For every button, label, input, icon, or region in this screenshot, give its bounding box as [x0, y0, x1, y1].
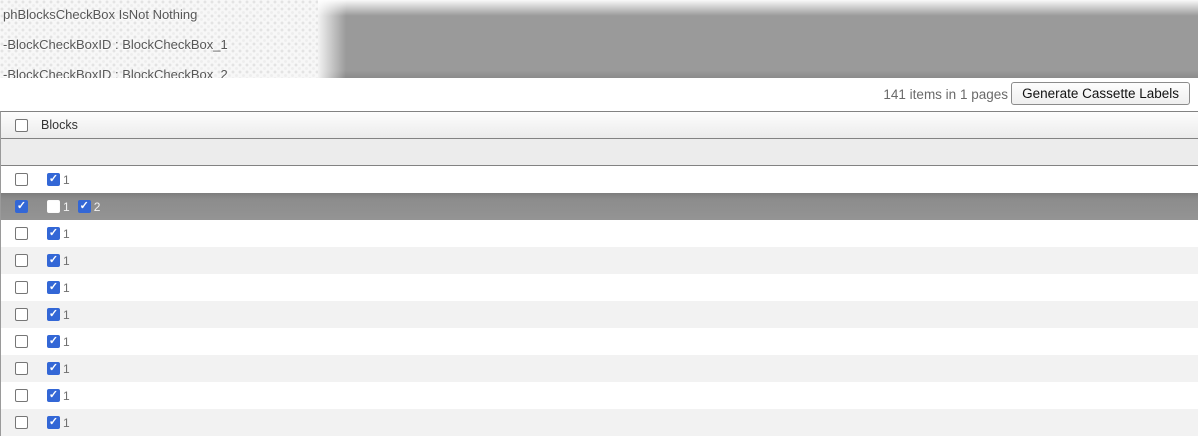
- block-label: 1: [63, 226, 70, 241]
- row-select-checkbox[interactable]: [15, 362, 28, 375]
- block-label: 1: [63, 361, 70, 376]
- row-select-cell: [1, 389, 47, 402]
- select-all-cell: [1, 118, 41, 132]
- table-row[interactable]: ✓ 1: [1, 166, 1198, 193]
- block-label: 1: [63, 415, 70, 430]
- checkmark-icon: ✓: [48, 416, 59, 428]
- block-label: 2: [93, 199, 101, 214]
- checkmark-icon: ✓: [48, 254, 59, 266]
- row-select-checkbox[interactable]: [15, 308, 28, 321]
- debug-line: phBlocksCheckBox IsNot Nothing: [3, 7, 198, 22]
- grid-header-row: Blocks: [1, 112, 1198, 139]
- block-checkbox[interactable]: ✓: [47, 308, 60, 321]
- items-count-label: 141 items in 1 pages: [883, 87, 1008, 102]
- row-select-cell: [1, 335, 47, 348]
- blocks-grid: Blocks ✓ 1 ✓ 1 ✓ 2 ✓ 1 ✓ 1 ✓ 1 ✓ 1: [0, 111, 1198, 436]
- block-checkbox[interactable]: ✓: [47, 254, 60, 267]
- row-select-checkbox[interactable]: [15, 389, 28, 402]
- table-row[interactable]: ✓ 1: [1, 382, 1198, 409]
- blocks-cell: ✓ 1: [47, 335, 78, 349]
- checkmark-icon: ✓: [48, 389, 59, 401]
- table-row[interactable]: ✓ 1: [1, 274, 1198, 301]
- blocks-cell: ✓ 1: [47, 281, 78, 295]
- row-select-cell: [1, 308, 47, 321]
- block-checkbox[interactable]: ✓: [47, 173, 60, 186]
- table-row[interactable]: ✓ 1: [1, 328, 1198, 355]
- checkmark-icon: ✓: [48, 281, 59, 293]
- row-select-cell: [1, 254, 47, 267]
- row-select-checkbox[interactable]: [15, 173, 28, 186]
- table-row[interactable]: ✓ 1: [1, 220, 1198, 247]
- block-checkbox[interactable]: ✓: [47, 389, 60, 402]
- block-label: 1: [63, 199, 70, 214]
- row-select-checkbox[interactable]: [15, 254, 28, 267]
- checkmark-icon: ✓: [16, 200, 27, 212]
- row-select-checkbox[interactable]: [15, 335, 28, 348]
- debug-line: -BlockCheckBoxID : BlockCheckBox_1: [3, 37, 228, 52]
- row-select-cell: [1, 173, 47, 186]
- row-select-checkbox[interactable]: [15, 227, 28, 240]
- block-checkbox[interactable]: ✓: [47, 281, 60, 294]
- table-row[interactable]: ✓ 1: [1, 409, 1198, 436]
- grid-filter-row: [1, 139, 1198, 166]
- table-row[interactable]: ✓ 1: [1, 247, 1198, 274]
- block-label: 1: [63, 334, 70, 349]
- blocks-cell: ✓ 1: [47, 389, 78, 403]
- row-select-checkbox[interactable]: ✓: [15, 200, 28, 213]
- checkmark-icon: ✓: [48, 308, 59, 320]
- row-select-checkbox[interactable]: [15, 281, 28, 294]
- blocks-cell: ✓ 1: [47, 362, 78, 376]
- blocks-cell: ✓ 1: [47, 308, 78, 322]
- block-checkbox[interactable]: ✓: [47, 227, 60, 240]
- column-header-blocks: Blocks: [41, 118, 78, 132]
- checkmark-icon: ✓: [48, 362, 59, 374]
- block-checkbox[interactable]: ✓: [77, 200, 91, 213]
- block-label: 1: [63, 280, 70, 295]
- checkmark-icon: ✓: [48, 335, 59, 347]
- block-label: 1: [63, 307, 70, 322]
- debug-panel: phBlocksCheckBox IsNot Nothing -BlockChe…: [0, 0, 1198, 82]
- block-label: 1: [63, 172, 70, 187]
- blocks-cell: ✓ 1: [47, 254, 78, 268]
- row-select-cell: [1, 281, 47, 294]
- row-select-cell: [1, 416, 47, 429]
- blocks-cell: ✓ 1: [47, 173, 78, 187]
- generate-cassette-labels-button[interactable]: Generate Cassette Labels: [1011, 82, 1190, 105]
- toolbar: 141 items in 1 pages Generate Cassette L…: [0, 78, 1198, 111]
- blocks-cell: 1 ✓ 2: [47, 200, 108, 214]
- block-checkbox[interactable]: ✓: [47, 416, 60, 429]
- gray-shadow-block: [318, 0, 1198, 78]
- checkmark-icon: ✓: [48, 173, 59, 185]
- block-checkbox[interactable]: [47, 200, 60, 213]
- blocks-cell: ✓ 1: [47, 416, 78, 430]
- block-label: 1: [63, 253, 70, 268]
- row-select-checkbox[interactable]: [15, 416, 28, 429]
- block-label: 1: [63, 388, 70, 403]
- row-select-cell: [1, 227, 47, 240]
- checkmark-icon: ✓: [48, 227, 59, 239]
- table-row[interactable]: ✓ 1 ✓ 2: [1, 193, 1198, 220]
- block-checkbox[interactable]: ✓: [47, 362, 60, 375]
- table-row[interactable]: ✓ 1: [1, 355, 1198, 382]
- grid-body: ✓ 1 ✓ 1 ✓ 2 ✓ 1 ✓ 1 ✓ 1 ✓ 1 ✓ 1 ✓ 1: [1, 166, 1198, 436]
- table-row[interactable]: ✓ 1: [1, 301, 1198, 328]
- row-select-cell: [1, 362, 47, 375]
- block-checkbox[interactable]: ✓: [47, 335, 60, 348]
- row-select-cell: ✓: [1, 200, 47, 213]
- select-all-checkbox[interactable]: [15, 118, 28, 132]
- checkmark-icon: ✓: [79, 200, 89, 212]
- blocks-cell: ✓ 1: [47, 227, 78, 241]
